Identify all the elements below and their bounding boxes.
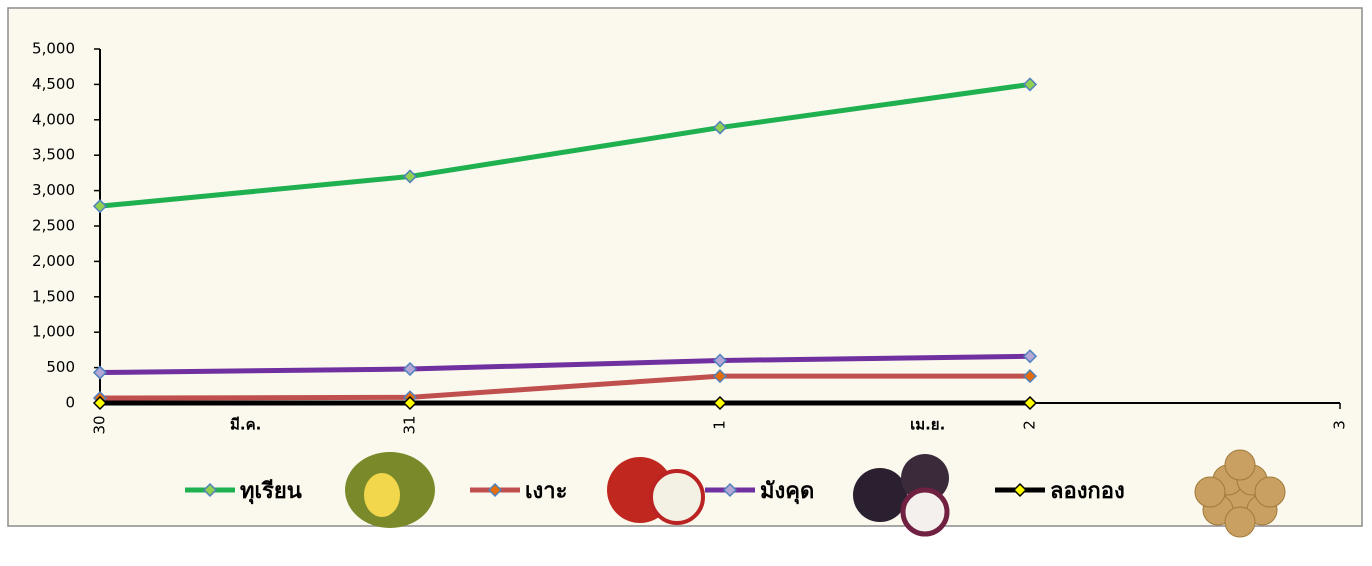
fruit-icon xyxy=(1224,449,1256,481)
series-line xyxy=(99,373,1030,401)
legend-marker xyxy=(202,482,218,498)
series-line xyxy=(99,353,1031,376)
y-tick-label: 1,000 xyxy=(32,323,75,341)
legend-label: ลองกอง xyxy=(1050,479,1125,504)
fruit-icon xyxy=(900,487,950,537)
fruit-icon xyxy=(649,469,705,525)
series-line xyxy=(99,81,1031,209)
x-tick-label: 3 xyxy=(1331,420,1349,430)
x-group-label: เม.ย. xyxy=(910,416,945,434)
y-tick-label: 500 xyxy=(46,358,75,376)
y-tick-label: 4,500 xyxy=(32,75,75,93)
marker xyxy=(1022,349,1038,364)
x-tick-label: 31 xyxy=(401,415,419,434)
fruit-icon xyxy=(364,473,400,517)
y-tick-label: 1,500 xyxy=(32,287,75,305)
fruit-icon xyxy=(853,468,907,522)
y-tick-label: 0 xyxy=(65,394,75,412)
marker xyxy=(402,395,418,411)
chart-frame xyxy=(7,7,1363,527)
marker xyxy=(712,369,728,384)
x-tick-label: 2 xyxy=(1021,420,1039,430)
legend-marker xyxy=(722,482,738,498)
marker xyxy=(92,365,108,380)
y-tick-label: 2,500 xyxy=(32,217,75,235)
legend-marker xyxy=(1012,482,1028,498)
legend-label: ทุเรียน xyxy=(240,479,302,505)
marker xyxy=(402,361,418,377)
marker xyxy=(712,120,728,135)
legend-label: มังคุด xyxy=(760,479,814,505)
y-tick-label: 5,000 xyxy=(32,40,75,58)
y-tick-label: 4,000 xyxy=(32,110,75,128)
legend-label: เงาะ xyxy=(525,479,567,504)
marker xyxy=(1022,369,1038,384)
marker xyxy=(712,353,728,368)
marker xyxy=(1022,395,1038,411)
fruit-icon xyxy=(1254,476,1286,508)
x-group-label: มี.ค. xyxy=(230,416,261,434)
marker xyxy=(402,169,418,184)
x-tick-label: 30 xyxy=(91,415,109,434)
y-tick-label: 2,000 xyxy=(32,252,75,270)
marker xyxy=(92,395,108,411)
marker xyxy=(1022,77,1038,92)
fruit-icon xyxy=(1194,476,1226,508)
legend-marker xyxy=(487,482,503,498)
y-tick-label: 3,500 xyxy=(32,146,75,164)
marker xyxy=(712,395,728,411)
y-tick-label: 3,000 xyxy=(32,181,75,199)
marker xyxy=(92,199,108,214)
fruit-icon xyxy=(901,454,949,502)
fruit-icon xyxy=(1224,506,1256,538)
x-tick-label: 1 xyxy=(711,420,729,430)
